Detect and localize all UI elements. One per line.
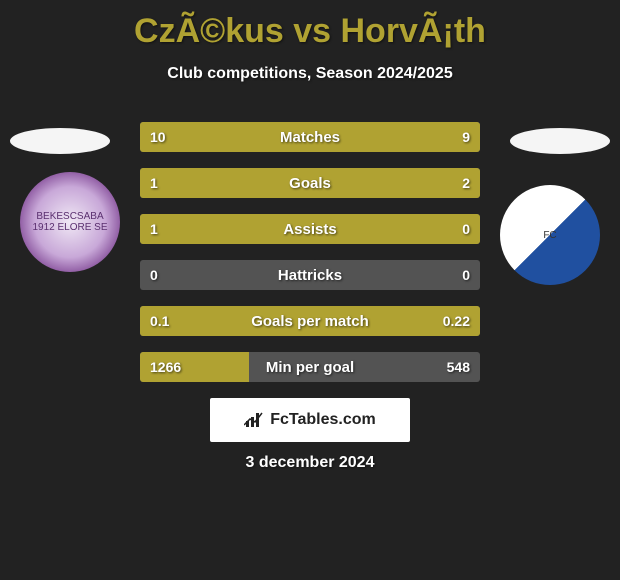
chart-icon bbox=[244, 411, 264, 429]
crest-right-label: FC bbox=[543, 230, 556, 241]
stat-row: Assists1 0 bbox=[140, 214, 480, 244]
stat-value-right: 548 bbox=[447, 352, 470, 382]
subtitle: Club competitions, Season 2024/2025 bbox=[0, 65, 620, 83]
stat-value-left: 1266 bbox=[150, 352, 181, 382]
stat-row: Hattricks0 0 bbox=[140, 260, 480, 290]
stat-value-right: 9 bbox=[462, 122, 470, 152]
stat-label: Goals bbox=[140, 168, 480, 198]
avatar-placeholder-left bbox=[10, 128, 110, 154]
page-title: CzÃ©kus vs HorvÃ¡th bbox=[0, 0, 620, 51]
stat-label: Min per goal bbox=[140, 352, 480, 382]
stat-value-right: 0 bbox=[462, 214, 470, 244]
stat-value-left: 1 bbox=[150, 214, 158, 244]
stat-label: Goals per match bbox=[140, 306, 480, 336]
stats-bars: Matches109Goals12Assists10Hattricks00Goa… bbox=[140, 122, 480, 398]
stat-value-right: 0.22 bbox=[443, 306, 470, 336]
attribution-badge: FcTables.com bbox=[210, 398, 410, 442]
stat-value-right: 0 bbox=[462, 260, 470, 290]
club-crest-right: FC bbox=[500, 185, 600, 285]
stat-value-left: 10 bbox=[150, 122, 166, 152]
date-label: 3 december 2024 bbox=[0, 454, 620, 472]
stat-value-left: 0 bbox=[150, 260, 158, 290]
club-crest-left: BEKESCSABA 1912 ELORE SE bbox=[20, 172, 120, 272]
stat-value-left: 0.1 bbox=[150, 306, 169, 336]
stat-row: Goals per match0.1 0.22 bbox=[140, 306, 480, 336]
avatar-placeholder-right bbox=[510, 128, 610, 154]
stat-label: Assists bbox=[140, 214, 480, 244]
crest-left-label: BEKESCSABA 1912 ELORE SE bbox=[28, 211, 112, 233]
stat-row: Min per goal1266 548 bbox=[140, 352, 480, 382]
stat-row: Goals1 2 bbox=[140, 168, 480, 198]
attribution-label: FcTables.com bbox=[270, 411, 376, 429]
stat-label: Hattricks bbox=[140, 260, 480, 290]
stat-value-left: 1 bbox=[150, 168, 158, 198]
stat-value-right: 2 bbox=[462, 168, 470, 198]
stat-label: Matches bbox=[140, 122, 480, 152]
stat-row: Matches10 9 bbox=[140, 122, 480, 152]
